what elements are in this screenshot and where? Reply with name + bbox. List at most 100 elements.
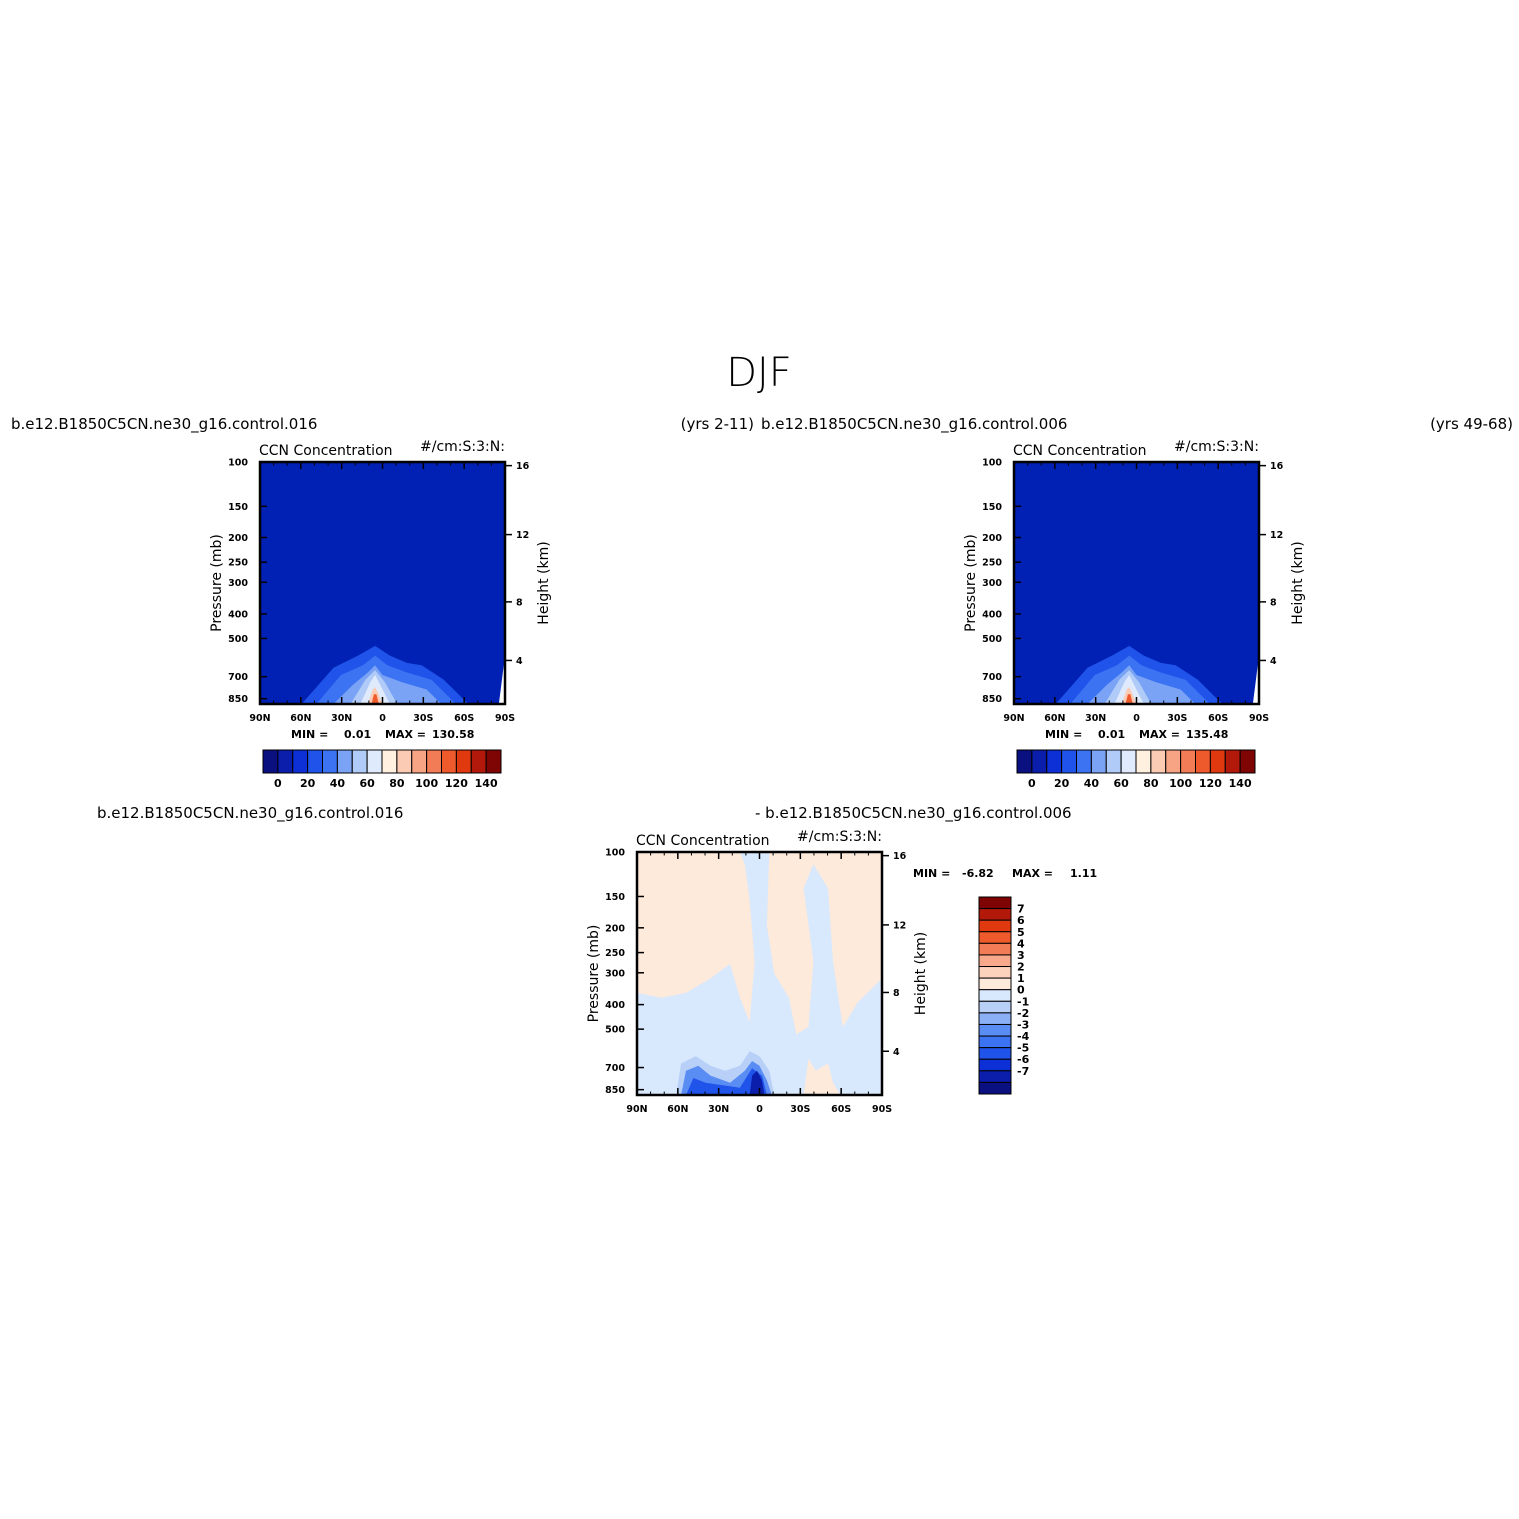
colorbar-box (978, 1070, 1012, 1083)
colorbar-label: 80 (389, 777, 405, 790)
contour-band-pos0 (803, 1058, 841, 1095)
colorbar-box (307, 749, 323, 774)
header-right-case: b.e12.B1850C5CN.ne30_g16.control.006 (761, 415, 1067, 434)
min-value: 0.01 (1098, 728, 1125, 741)
colorbar-box (978, 954, 1012, 968)
x-tick-label: 60S (1208, 713, 1228, 724)
colorbar-box (1105, 749, 1122, 774)
header-right-years: (yrs 49-68) (1430, 415, 1513, 433)
colorbar-label: 4 (1017, 937, 1025, 950)
panel-title: CCN Concentration (1013, 443, 1147, 459)
y-tick-label: 250 (982, 558, 1002, 569)
y-right-tick-label: 16 (893, 851, 907, 862)
colorbar-label: -1 (1017, 995, 1029, 1008)
y-right-tick-label: 12 (516, 530, 529, 541)
x-tick-label: 30S (1167, 713, 1187, 724)
colorbar-box (1224, 749, 1241, 774)
panel-control-006: CCN Concentration #/cm:S:3:N: 90N 60N 30N 0 30… (963, 439, 1306, 790)
x-tick-label: 30S (413, 713, 433, 724)
y-tick-label: 150 (605, 892, 625, 903)
y-right-tick-label: 8 (516, 597, 523, 608)
contour-band-neg4 (686, 1068, 767, 1095)
panel-difference: CCN Concentration #/cm:S:3:N:90N 60N 30N 0 30… (586, 829, 1097, 1115)
colorbar: 0 20 40 60 80 100 120 140 (1016, 749, 1256, 790)
colorbar-box (351, 749, 368, 774)
colorbar-box (978, 919, 1012, 933)
colorbar-label: 6 (1017, 914, 1025, 927)
x-tick-label: 0 (379, 713, 386, 724)
x-tick-label: 0 (1133, 713, 1140, 724)
colorbar-box (322, 749, 338, 774)
colorbar-box (1046, 749, 1063, 774)
y-right-tick-label: 16 (1270, 461, 1284, 472)
colorbar-box (411, 749, 428, 774)
colorbar-label: 40 (330, 777, 346, 790)
colorbar-box (336, 749, 353, 774)
y-tick-label: 100 (605, 848, 625, 859)
colorbar-box (1209, 749, 1226, 774)
y-right-tick-label: 4 (893, 1047, 900, 1058)
y-axis-label: Pressure (mb) (963, 534, 979, 632)
colorbar-box (978, 1058, 1012, 1072)
colorbar-box (441, 749, 457, 774)
colorbar-box (1165, 749, 1182, 774)
colorbar-label: -4 (1017, 1030, 1030, 1043)
missing-data-region (1252, 665, 1259, 704)
colorbar-box (292, 749, 309, 774)
colorbar-box (1031, 749, 1048, 774)
colorbar-box (1016, 749, 1033, 774)
colorbar-label: 1 (1017, 972, 1025, 985)
panel-title: CCN Concentration (636, 833, 770, 849)
colorbar-box (1076, 749, 1092, 774)
colorbar-label: 60 (1113, 777, 1129, 790)
max-value: 130.58 (432, 728, 474, 741)
colorbar-label: -2 (1017, 1007, 1029, 1020)
colorbar-box (396, 749, 413, 774)
colorbar-box (1135, 749, 1152, 774)
y-tick-label: 850 (605, 1085, 625, 1096)
contour-band-6 (1125, 694, 1133, 704)
colorbar-box (1090, 749, 1107, 774)
y-tick-label: 700 (605, 1063, 625, 1074)
y-right-tick-label: 12 (893, 920, 906, 931)
colorbar-label: 5 (1017, 926, 1025, 939)
figure-title: DJF (726, 350, 792, 396)
colorbar-box (470, 749, 487, 774)
y-tick-label: 300 (228, 578, 248, 589)
y-axis-label-right: Height (km) (1290, 541, 1306, 624)
colorbar-box (978, 942, 1012, 956)
x-tick-label: 60S (454, 713, 474, 724)
max-label: MAX = (385, 728, 426, 741)
y-tick-label: 200 (228, 533, 248, 544)
colorbar-label: 40 (1084, 777, 1100, 790)
colorbar-box (978, 977, 1012, 991)
colorbar-box (1150, 749, 1167, 774)
colorbar-box (1180, 749, 1196, 774)
max-label: MAX = (1139, 728, 1180, 741)
colorbar-box (366, 749, 383, 774)
y-right-tick-label: 8 (1270, 597, 1277, 608)
colorbar-box (978, 1023, 1012, 1037)
y-tick-label: 700 (982, 672, 1002, 683)
colorbar-label: 60 (359, 777, 375, 790)
y-axis-label-right: Height (km) (536, 541, 552, 624)
colorbar-label: 100 (1169, 777, 1192, 790)
colorbar-box (978, 908, 1012, 921)
header-diff-right: - b.e12.B1850C5CN.ne30_g16.control.006 (755, 804, 1072, 823)
colorbar-label: 80 (1143, 777, 1159, 790)
max-value: 135.48 (1186, 728, 1228, 741)
x-tick-label: 60N (667, 1104, 688, 1115)
y-right-tick-label: 12 (1270, 530, 1283, 541)
y-right-tick-label: 4 (516, 656, 523, 667)
colorbar-box (978, 931, 1012, 944)
x-tick-label: 30S (790, 1104, 810, 1115)
colorbar-label: 120 (445, 777, 468, 790)
colorbar-box (978, 1012, 1012, 1025)
min-label: MIN = (291, 728, 328, 741)
y-axis-label: Pressure (mb) (209, 534, 225, 632)
x-tick-label: 60S (831, 1104, 851, 1115)
x-tick-label: 0 (756, 1104, 763, 1115)
colorbar-box (978, 966, 1012, 979)
x-tick-label: 30N (1085, 713, 1106, 724)
